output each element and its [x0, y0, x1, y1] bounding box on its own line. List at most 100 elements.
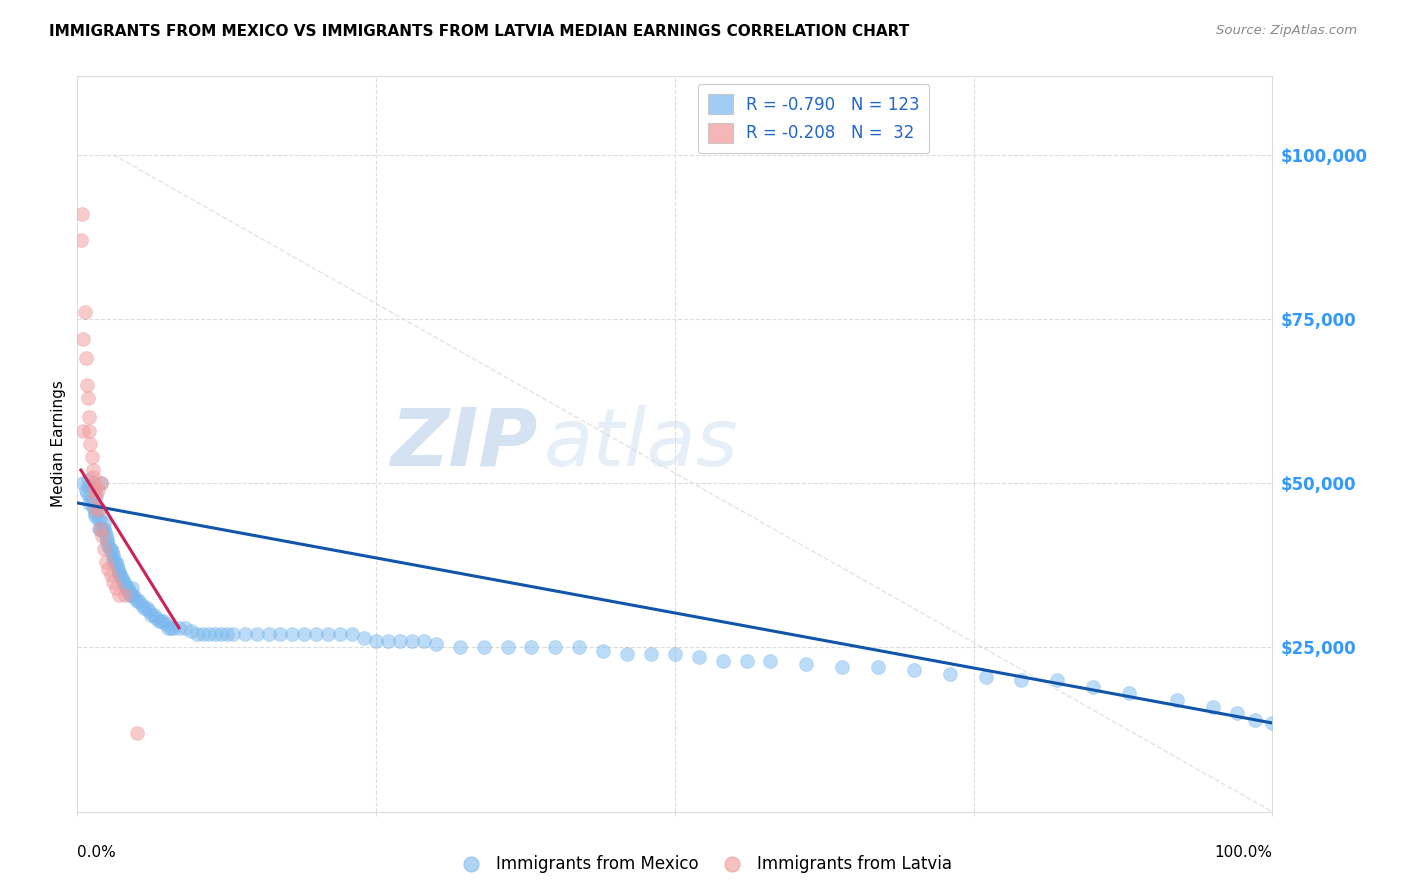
Point	[796, 657, 818, 671]
Point	[831, 660, 853, 674]
Point	[91, 529, 114, 543]
Point	[76, 486, 98, 500]
Text: Source: ZipAtlas.com: Source: ZipAtlas.com	[1216, 24, 1357, 37]
Point	[90, 476, 112, 491]
Point	[84, 509, 107, 524]
Point	[114, 588, 136, 602]
Point	[89, 512, 111, 526]
Point	[86, 483, 108, 497]
Point	[76, 377, 98, 392]
Point	[544, 640, 567, 655]
Point	[155, 617, 177, 632]
Point	[152, 614, 174, 628]
Point	[246, 627, 269, 641]
Point	[86, 512, 108, 526]
Point	[86, 489, 108, 503]
Point	[94, 555, 117, 569]
Point	[80, 492, 103, 507]
Point	[87, 502, 110, 516]
Point	[79, 436, 101, 450]
Point	[110, 568, 132, 582]
Point	[83, 502, 105, 516]
Point	[425, 637, 447, 651]
Point	[318, 627, 340, 641]
Point	[97, 539, 120, 553]
Text: atlas: atlas	[544, 405, 738, 483]
Point	[87, 522, 110, 536]
Point	[148, 614, 170, 628]
Point	[70, 207, 93, 221]
Point	[131, 598, 153, 612]
Point	[94, 525, 117, 540]
Point	[1011, 673, 1033, 688]
Point	[616, 647, 638, 661]
Point	[84, 489, 107, 503]
Point	[103, 549, 124, 563]
Point	[91, 522, 114, 536]
Point	[107, 561, 129, 575]
Point	[305, 627, 328, 641]
Point	[366, 633, 388, 648]
Point	[141, 607, 163, 622]
Point	[688, 650, 710, 665]
Point	[90, 522, 112, 536]
Point	[121, 582, 143, 596]
Point	[233, 627, 256, 641]
Point	[167, 621, 190, 635]
Point	[138, 604, 160, 618]
Point	[377, 633, 399, 648]
Point	[100, 568, 122, 582]
Point	[84, 483, 107, 497]
Point	[103, 555, 125, 569]
Point	[209, 627, 232, 641]
Point	[70, 233, 93, 247]
Point	[568, 640, 591, 655]
Point	[135, 601, 157, 615]
Point	[329, 627, 352, 641]
Point	[77, 391, 100, 405]
Point	[118, 584, 141, 599]
Point	[128, 594, 150, 608]
Point	[180, 624, 202, 638]
Y-axis label: Median Earnings: Median Earnings	[51, 380, 66, 508]
Point	[142, 607, 165, 622]
Point	[80, 450, 103, 464]
Point	[104, 582, 127, 596]
Point	[87, 502, 110, 516]
Point	[93, 541, 115, 556]
Point	[735, 654, 758, 668]
Point	[145, 611, 167, 625]
Text: IMMIGRANTS FROM MEXICO VS IMMIGRANTS FROM LATVIA MEDIAN EARNINGS CORRELATION CHA: IMMIGRANTS FROM MEXICO VS IMMIGRANTS FRO…	[49, 24, 910, 39]
Point	[215, 627, 238, 641]
Text: 100.0%: 100.0%	[1215, 845, 1272, 860]
Point	[222, 627, 245, 641]
Point	[118, 588, 141, 602]
Point	[100, 541, 122, 556]
Point	[86, 502, 108, 516]
Point	[1201, 699, 1223, 714]
Point	[127, 594, 149, 608]
Point	[204, 627, 226, 641]
Point	[105, 558, 128, 573]
Point	[150, 614, 173, 628]
Point	[759, 654, 782, 668]
Point	[292, 627, 315, 641]
Point	[112, 574, 135, 589]
Point	[1243, 713, 1265, 727]
Point	[974, 670, 997, 684]
Point	[401, 633, 423, 648]
Point	[72, 424, 94, 438]
Point	[664, 647, 686, 661]
Point	[82, 463, 104, 477]
Point	[83, 476, 105, 491]
Point	[640, 647, 662, 661]
Point	[496, 640, 519, 655]
Point	[79, 489, 101, 503]
Point	[1118, 686, 1140, 700]
Point	[1046, 673, 1069, 688]
Text: 0.0%: 0.0%	[77, 845, 117, 860]
Point	[257, 627, 280, 641]
Point	[114, 578, 136, 592]
Point	[108, 568, 131, 582]
Point	[197, 627, 219, 641]
